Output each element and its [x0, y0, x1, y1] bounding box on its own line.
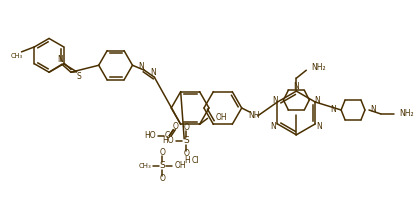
Text: N: N	[139, 62, 144, 71]
Text: N: N	[370, 106, 376, 114]
Text: NH: NH	[248, 111, 259, 120]
Text: N: N	[293, 82, 299, 91]
Text: N: N	[331, 106, 336, 114]
Text: Cl: Cl	[191, 156, 199, 165]
Text: N: N	[150, 68, 156, 77]
Text: S: S	[183, 136, 189, 145]
Text: O: O	[172, 122, 178, 131]
Text: OH: OH	[215, 113, 227, 122]
Text: O: O	[159, 148, 165, 157]
Text: HO: HO	[145, 131, 156, 140]
Text: O: O	[159, 174, 165, 183]
Text: CH₃: CH₃	[139, 163, 152, 169]
Text: NH₂: NH₂	[399, 109, 414, 118]
Text: N: N	[314, 95, 320, 104]
Text: N: N	[270, 122, 276, 131]
Text: N: N	[273, 95, 279, 104]
Text: N: N	[317, 122, 323, 131]
Text: OH: OH	[174, 161, 186, 170]
Text: CH₃: CH₃	[10, 53, 23, 59]
Text: S: S	[160, 161, 165, 170]
Text: O: O	[183, 123, 189, 132]
Text: HO: HO	[163, 136, 174, 145]
Text: N: N	[57, 55, 63, 64]
Text: S: S	[76, 72, 81, 81]
Text: O: O	[183, 149, 189, 158]
Text: NH₂: NH₂	[311, 63, 326, 72]
Text: H: H	[184, 156, 190, 165]
Text: C: C	[165, 131, 170, 140]
